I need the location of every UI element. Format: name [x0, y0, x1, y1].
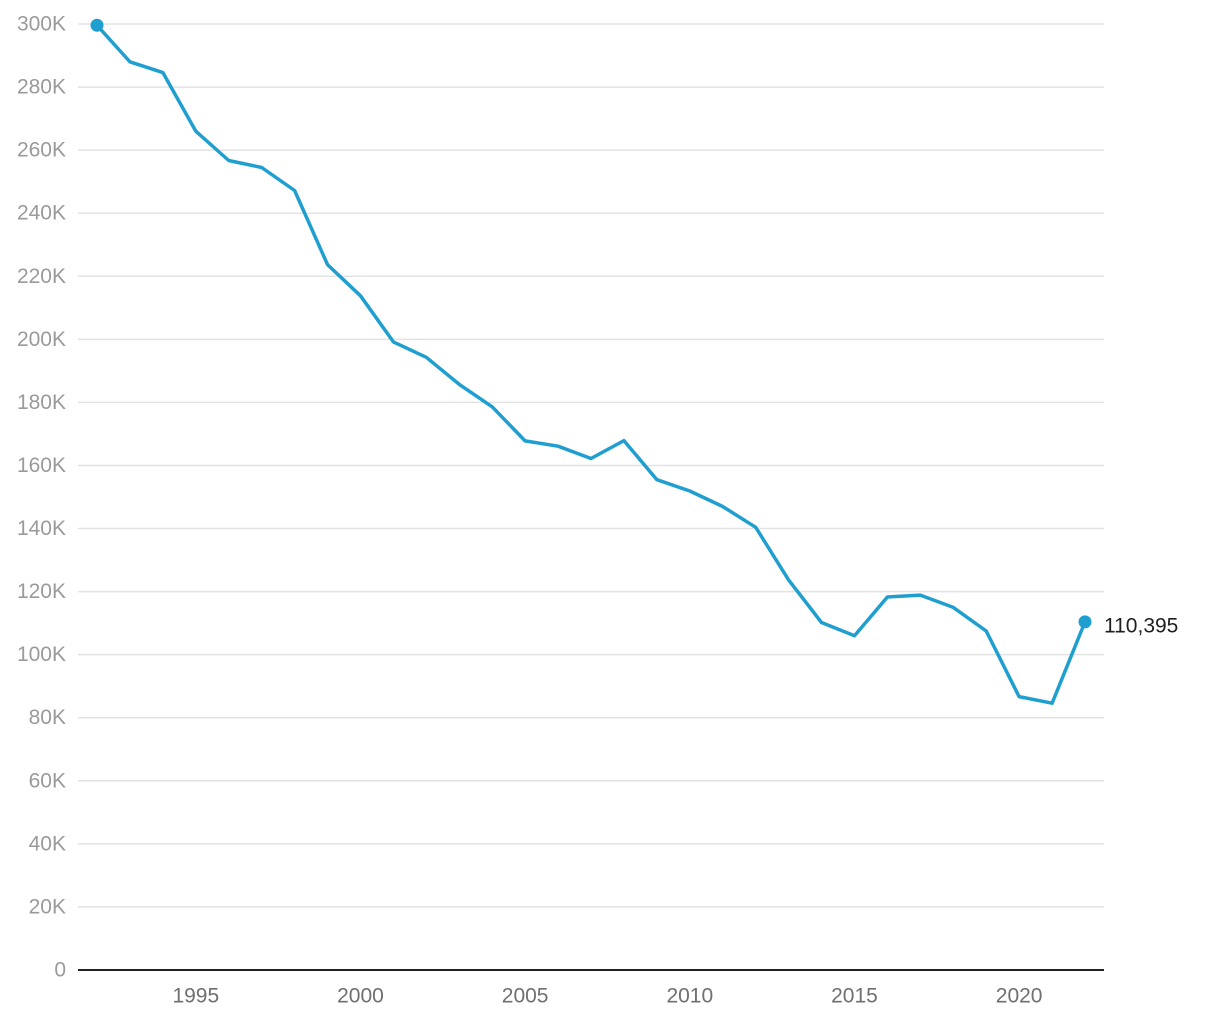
y-tick-label: 220K	[17, 265, 66, 288]
x-tick-label: 2015	[831, 985, 878, 1008]
y-tick-label: 200K	[17, 328, 66, 351]
y-tick-label: 60K	[29, 769, 66, 792]
y-tick-label: 280K	[17, 76, 66, 99]
x-tick-label: 2005	[502, 985, 549, 1008]
y-axis-tick-labels: 0 20K 40K 60K 80K 100K 120K 140K 160K 180K 200K 220…	[17, 13, 66, 982]
x-tick-label: 2010	[666, 985, 713, 1008]
x-tick-label: 2000	[337, 985, 384, 1008]
gridlines	[78, 23, 1104, 908]
y-tick-label: 100K	[17, 643, 66, 666]
x-axis-tick-labels: 1995 2000 2005 2010 2015 2020	[172, 985, 1042, 1008]
y-tick-label: 260K	[17, 139, 66, 162]
start-point-marker	[90, 18, 104, 32]
end-value-label: 110,395	[1104, 614, 1178, 637]
y-tick-label: 80K	[29, 706, 66, 729]
y-tick-label: 180K	[17, 391, 66, 414]
end-point-marker	[1078, 615, 1092, 629]
y-tick-label: 160K	[17, 454, 66, 477]
y-tick-label: 240K	[17, 202, 66, 225]
y-tick-label: 120K	[17, 580, 66, 603]
series-line	[95, 23, 1087, 705]
y-tick-label: 20K	[29, 895, 66, 918]
y-tick-label: 40K	[29, 832, 66, 855]
y-tick-label: 0	[54, 959, 66, 982]
x-tick-label: 2020	[996, 985, 1043, 1008]
y-tick-label: 140K	[17, 517, 66, 540]
x-tick-label: 1995	[172, 985, 219, 1008]
y-tick-label: 300K	[17, 13, 66, 36]
